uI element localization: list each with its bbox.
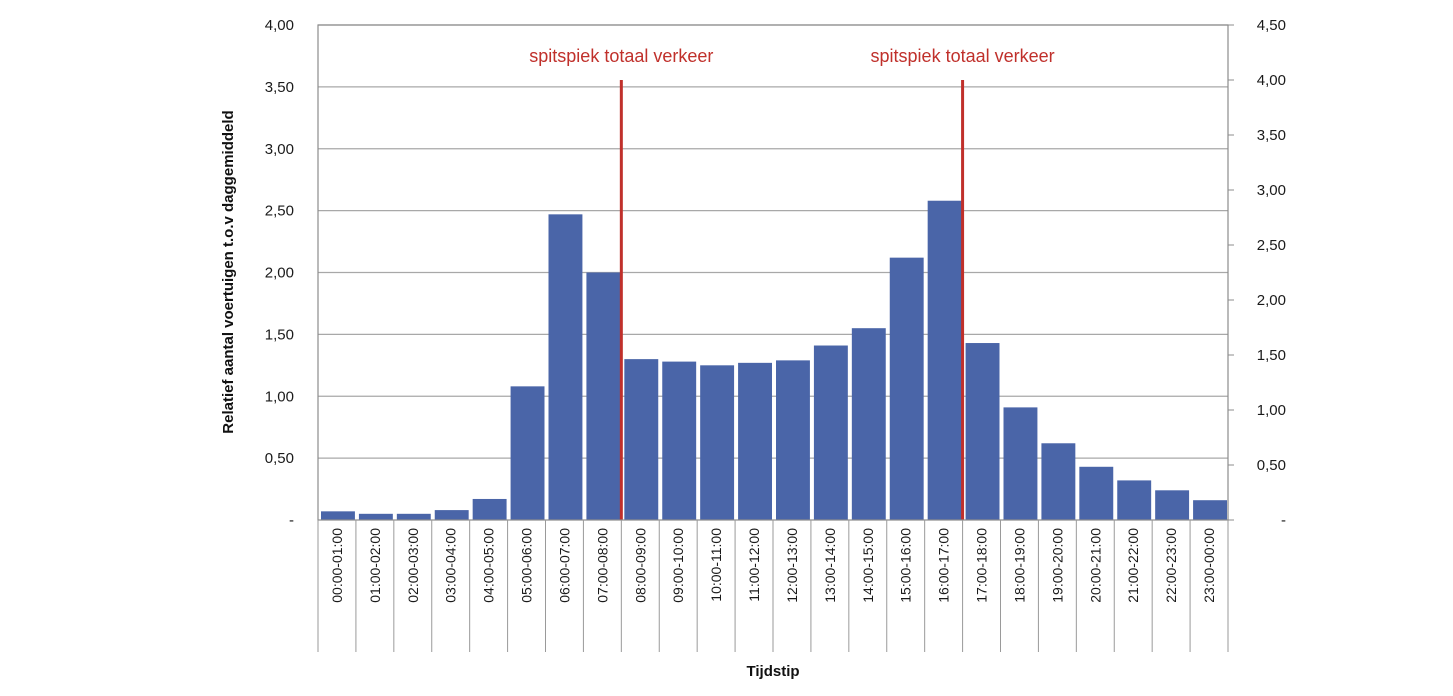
bar <box>434 510 469 520</box>
y-tick-label: 0,50 <box>265 450 294 467</box>
gridlines <box>318 24 1228 459</box>
x-tick-label: 18:00-19:00 <box>1011 528 1027 603</box>
x-axis-title: Tijdstip <box>746 663 799 680</box>
y2-tick-label: 1,50 <box>1257 347 1286 364</box>
peak-markers: spitspiek totaal verkeer spitspiek totaal… <box>529 46 1055 520</box>
bar <box>510 386 545 520</box>
y-tick-label: 2,50 <box>265 203 294 220</box>
x-tick-label: 08:00-09:00 <box>632 528 648 603</box>
x-tick-label: 19:00-20:00 <box>1049 528 1065 603</box>
bar <box>358 513 393 520</box>
bar <box>965 343 1000 520</box>
x-tick-label: 23:00-00:00 <box>1201 528 1217 603</box>
bar <box>1155 490 1190 520</box>
y-tick-label: 2,00 <box>265 265 294 282</box>
bar <box>1003 407 1038 520</box>
x-tick-label: 13:00-14:00 <box>822 528 838 603</box>
y2-tick-label: 1,00 <box>1257 402 1286 419</box>
x-tick-label: 00:00-01:00 <box>329 528 345 603</box>
x-tick-label: 16:00-17:00 <box>936 528 952 603</box>
x-tick-label: 04:00-05:00 <box>481 528 497 603</box>
x-tick-label: 21:00-22:00 <box>1125 528 1141 603</box>
bars <box>321 200 1227 520</box>
x-tick-label: 22:00-23:00 <box>1163 528 1179 603</box>
x-tick-label: 03:00-04:00 <box>443 528 459 603</box>
y-tick-label: 3,00 <box>265 141 294 158</box>
y2-tick-label: 0,50 <box>1257 457 1286 474</box>
y-tick-label: - <box>289 512 294 529</box>
y2-tick-label: - <box>1281 512 1286 529</box>
bar <box>1193 500 1227 520</box>
bar <box>851 328 886 520</box>
x-tick-label: 06:00-07:00 <box>556 528 572 603</box>
y-tick-label: 1,00 <box>265 388 294 405</box>
x-tick-label: 11:00-12:00 <box>746 528 762 602</box>
x-tick-label: 07:00-08:00 <box>594 528 610 603</box>
x-tick-label: 05:00-06:00 <box>519 528 535 603</box>
y-axis-left-ticks: - 0,50 1,00 1,50 2,00 2,50 3,00 3,50 4,00 <box>265 17 294 529</box>
y2-tick-label: 4,50 <box>1257 17 1286 34</box>
y-axis-right-ticks: - 0,50 1,00 1,50 2,00 2,50 3,00 3,50 4,00 4,50 <box>1228 17 1286 529</box>
y2-tick-label: 3,50 <box>1257 127 1286 144</box>
bar <box>700 365 735 520</box>
bar <box>738 362 772 520</box>
bar <box>548 214 583 520</box>
y-tick-label: 4,00 <box>265 17 294 34</box>
x-tick-label: 20:00-21:00 <box>1087 528 1103 603</box>
bar <box>889 257 924 520</box>
bar <box>1079 466 1114 520</box>
bar <box>662 361 697 520</box>
x-tick-label: 15:00-16:00 <box>898 528 914 603</box>
x-tick-label: 12:00-13:00 <box>784 528 800 603</box>
bar <box>586 272 621 520</box>
y2-tick-label: 4,00 <box>1257 72 1286 89</box>
x-tick-label: 17:00-18:00 <box>974 528 990 603</box>
y-axis-title: Relatief aantal voertuigen t.o.v daggemi… <box>220 110 237 433</box>
y2-tick-label: 2,50 <box>1257 237 1286 254</box>
x-tick-label: 09:00-10:00 <box>670 528 686 603</box>
y2-tick-label: 2,00 <box>1257 292 1286 309</box>
x-tick-label: 02:00-03:00 <box>405 528 421 603</box>
y-tick-label: 1,50 <box>265 326 294 343</box>
plot-frame <box>317 24 1229 652</box>
bar <box>321 511 355 520</box>
x-tick-label: 01:00-02:00 <box>367 528 383 603</box>
bar <box>396 513 431 520</box>
bar <box>927 200 962 520</box>
y2-tick-label: 3,00 <box>1257 182 1286 199</box>
bar <box>472 498 507 520</box>
bar <box>776 360 810 520</box>
y-tick-label: 3,50 <box>265 79 294 96</box>
peak-marker-label: spitspiek totaal verkeer <box>871 46 1055 66</box>
bar <box>813 345 848 520</box>
x-tick-label: 14:00-15:00 <box>860 528 876 603</box>
bar <box>1041 443 1076 520</box>
bar <box>1117 480 1152 520</box>
peak-marker-label: spitspiek totaal verkeer <box>529 46 713 66</box>
x-axis-ticks: 00:00-01:00 01:00-02:00 02:00-03:00 03:00-0… <box>329 528 1217 603</box>
bar <box>624 359 659 520</box>
x-tick-label: 10:00-11:00 <box>708 528 724 602</box>
